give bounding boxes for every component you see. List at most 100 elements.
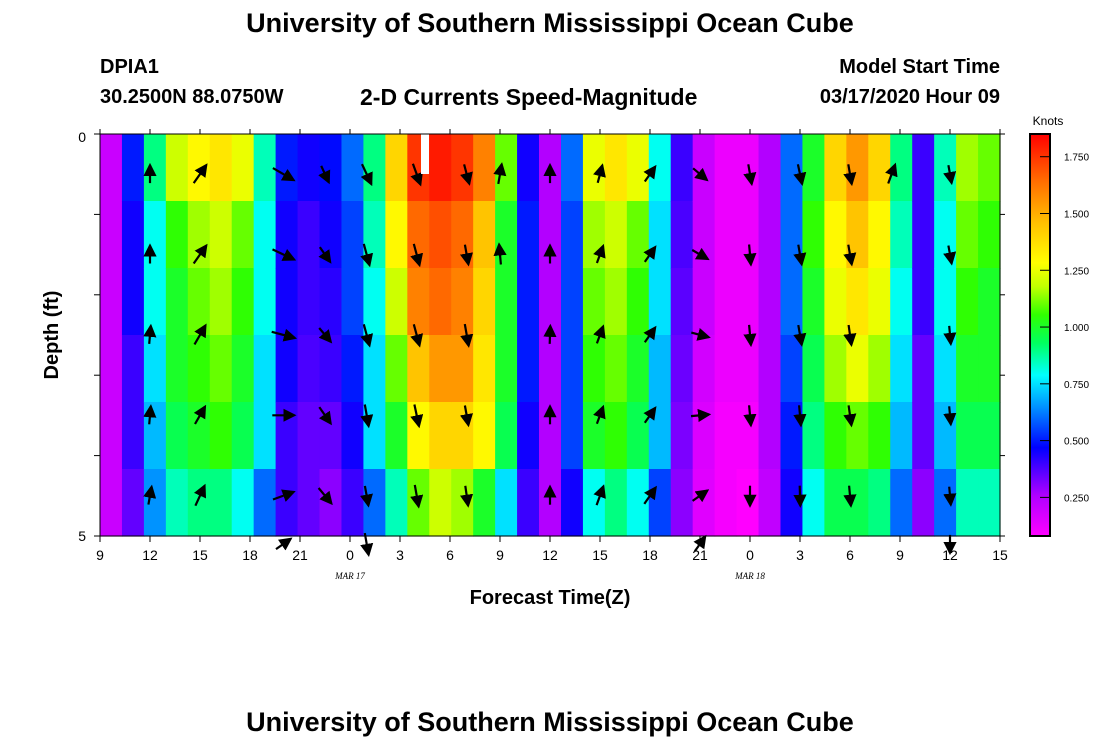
colorbar-label: Knots — [1033, 114, 1064, 128]
current-vector-arrow — [793, 485, 807, 508]
current-vector-arrow — [318, 246, 332, 264]
heatmap-cell — [429, 402, 452, 470]
heatmap-cell — [143, 134, 167, 202]
heatmap-cell — [956, 469, 979, 537]
current-vector-arrow — [643, 406, 657, 424]
heatmap-cell — [692, 335, 716, 403]
heatmap-cell — [517, 402, 540, 470]
heatmap-cell — [692, 134, 716, 202]
heatmap-cell — [517, 469, 540, 537]
current-vector-arrow — [272, 248, 297, 261]
heatmap-cell — [121, 335, 145, 403]
heatmap-cell — [736, 335, 760, 403]
heatmap-cell — [385, 134, 408, 202]
current-vector-arrow — [593, 243, 606, 264]
heatmap-cell — [956, 268, 979, 336]
heatmap-cell — [714, 134, 738, 202]
heatmap-cell — [868, 469, 891, 537]
heatmap-cell — [582, 335, 606, 403]
heatmap-cell — [758, 201, 782, 269]
date-label: MAR 17 — [334, 571, 365, 581]
colorbar-tick-label: 1.750 — [1064, 153, 1089, 164]
heatmap-cell — [956, 134, 979, 202]
current-vector-arrow — [643, 325, 657, 343]
heatmap-cell — [297, 335, 321, 403]
heatmap-cell — [670, 134, 694, 202]
heatmap-cell — [868, 402, 891, 470]
heatmap-cell — [890, 402, 913, 470]
current-vector-arrow — [460, 164, 473, 186]
station-coordinates: 30.2500N 88.0750W — [100, 86, 284, 108]
current-vector-arrow — [643, 245, 657, 263]
heatmap-cell — [912, 134, 935, 202]
current-vector-arrow — [543, 323, 557, 344]
heatmap-cell — [978, 201, 1001, 269]
current-vector-arrow — [793, 244, 807, 267]
heatmap-cell — [187, 201, 211, 269]
heatmap-cell — [824, 268, 847, 336]
heatmap-cell — [868, 134, 891, 202]
heatmap-cell — [692, 402, 716, 470]
heatmap-cell — [824, 335, 847, 403]
heatmap-cell — [121, 268, 145, 336]
y-tick-label: 5 — [78, 528, 86, 544]
heatmap-cell — [846, 335, 869, 403]
heatmap-cell — [319, 335, 343, 403]
model-start-value: 03/17/2020 Hour 09 — [819, 86, 1000, 108]
current-vector-arrow — [272, 489, 296, 502]
heatmap-cell — [604, 469, 628, 537]
x-tick-label: 9 — [896, 547, 904, 563]
x-axis-label: Forecast Time(Z) — [470, 587, 631, 609]
heatmap-cell — [890, 469, 913, 537]
current-vector-arrow — [743, 405, 757, 428]
heatmap-cell — [692, 268, 716, 336]
heatmap-cell — [670, 335, 694, 403]
heatmap-cell — [495, 402, 518, 470]
heatmap-cell — [912, 201, 935, 269]
heatmap-cell — [297, 402, 321, 470]
current-vector-arrow — [593, 484, 606, 506]
current-vector-arrow — [360, 163, 373, 187]
current-vector-arrow — [943, 486, 957, 507]
heatmap-cell — [802, 335, 825, 403]
heatmap-cell — [187, 268, 211, 336]
heatmap-cell — [100, 402, 123, 470]
heatmap-cell — [736, 268, 760, 336]
heatmap-cell — [626, 134, 650, 202]
y-tick-label: 0 — [78, 129, 86, 145]
heatmap-cell — [297, 201, 321, 269]
heatmap-cell — [165, 134, 189, 202]
heatmap-cell — [429, 268, 452, 336]
heatmap-cell — [582, 469, 606, 537]
heatmap-cell — [604, 335, 628, 403]
heatmap-cell — [451, 134, 474, 202]
colorbar-tick-label: 1.000 — [1064, 323, 1089, 334]
model-start-label: Model Start Time — [839, 56, 1000, 78]
heatmap-cell — [517, 134, 540, 202]
heatmap-cell — [560, 402, 584, 470]
y-axis: 0 5 Depth (ft) — [41, 129, 1005, 544]
model-start-marker — [421, 134, 429, 174]
heatmap-cell — [187, 134, 211, 202]
heatmap-cell — [407, 335, 430, 403]
heatmap-cell — [451, 268, 474, 336]
heatmap-cell — [714, 469, 738, 537]
current-vector-arrow — [275, 537, 293, 551]
heatmap-cell — [978, 134, 1001, 202]
heatmap-cell — [341, 335, 365, 403]
heatmap-cell — [100, 335, 123, 403]
x-tick-label: 9 — [96, 547, 104, 563]
heatmap-cell — [692, 469, 716, 537]
current-vector-arrow — [793, 405, 807, 428]
heatmap-cell — [297, 134, 321, 202]
x-tick-label: 15 — [192, 547, 208, 563]
heatmap-cell — [604, 402, 628, 470]
colorbar-tick-label: 1.500 — [1064, 209, 1089, 220]
heatmap-cell — [100, 201, 123, 269]
current-vector-arrow — [271, 328, 298, 342]
current-vector-arrow — [793, 324, 807, 347]
heatmap-cell — [560, 268, 584, 336]
chart-subtitle: 2-D Currents Speed-Magnitude — [360, 84, 698, 110]
current-vector-arrow — [643, 164, 657, 183]
heatmap-cell — [319, 134, 343, 202]
